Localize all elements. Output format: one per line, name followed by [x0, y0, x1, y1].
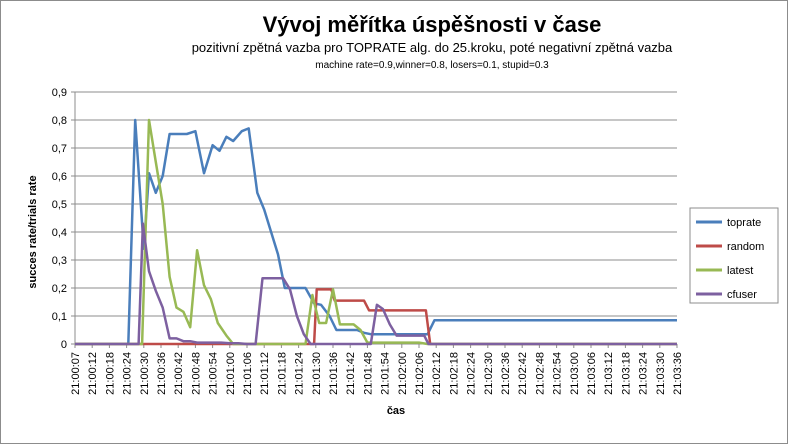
x-tick-label: 21:00:24	[122, 352, 134, 395]
y-tick-label: 0,4	[52, 227, 67, 239]
x-tick-label: 21:03:18	[620, 352, 632, 395]
x-tick-label: 21:01:36	[328, 352, 340, 395]
y-tick-label: 0	[61, 339, 67, 351]
legend-label-latest: latest	[727, 265, 753, 277]
x-tick-label: 21:02:00	[397, 352, 409, 395]
x-tick-label: 21:02:54	[552, 352, 564, 395]
x-tick-label: 21:00:12	[87, 352, 99, 395]
x-tick-label: 21:02:36	[500, 352, 512, 395]
x-axis-ticks: 21:00:07 21:00:12 21:00:18 21:00:24 21:00:30…	[70, 344, 684, 395]
x-tick-label: 21:01:42	[345, 352, 357, 395]
x-tick-label: 21:03:30	[655, 352, 667, 395]
x-tick-label: 21:02:18	[448, 352, 460, 395]
series-line-cfuser	[75, 222, 677, 346]
y-tick-label: 0,6	[52, 171, 67, 183]
x-tick-label: 21:03:24	[638, 352, 650, 395]
x-tick-label: 21:02:48	[534, 352, 546, 395]
plot-area	[75, 118, 677, 346]
y-tick-label: 0,1	[52, 311, 67, 323]
y-tick-label: 0,5	[52, 199, 67, 211]
x-tick-label: 21:00:30	[139, 352, 151, 395]
x-tick-label: 21:01:24	[294, 352, 306, 395]
x-tick-label: 21:01:30	[311, 352, 323, 395]
y-tick-label: 0,2	[52, 283, 67, 295]
y-axis-ticks: 0 0,1 0,2 0,3 0,4 0,5 0,6 0,7 0,8 0,9	[52, 87, 76, 351]
x-tick-label: 21:00:42	[173, 352, 185, 395]
x-tick-label: 21:01:48	[362, 352, 374, 395]
x-tick-label: 21:03:06	[586, 352, 598, 395]
chart-subtitle: pozitivní zpětná vazba pro TOPRATE alg. …	[192, 40, 673, 55]
x-tick-label: 21:00:18	[104, 352, 116, 395]
x-tick-label: 21:02:30	[483, 352, 495, 395]
x-tick-label: 21:00:48	[190, 352, 202, 395]
legend-label-toprate: toprate	[727, 217, 761, 229]
y-tick-label: 0,3	[52, 255, 67, 267]
series-line-latest	[75, 118, 677, 346]
x-tick-label: 21:02:42	[517, 352, 529, 395]
y-axis-label: succes rate/trials rate	[27, 175, 39, 288]
x-tick-label: 21:01:00	[225, 352, 237, 395]
x-tick-label: 21:03:00	[569, 352, 581, 395]
legend: toprate random latest cfuser	[689, 207, 779, 304]
x-tick-label: 21:02:12	[431, 352, 443, 395]
x-tick-label: 21:02:24	[466, 352, 478, 395]
x-tick-label: 21:01:06	[242, 352, 254, 395]
x-tick-label: 21:01:54	[380, 352, 392, 395]
x-tick-label: 21:01:12	[259, 352, 271, 395]
x-tick-label: 21:01:18	[276, 352, 288, 395]
chart-parameters: machine rate=0.9,winner=0.8, losers=0.1,…	[315, 60, 549, 71]
legend-label-cfuser: cfuser	[727, 289, 757, 301]
x-tick-label: 21:03:12	[603, 352, 615, 395]
x-tick-label: 21:00:07	[70, 352, 82, 395]
x-tick-label: 21:00:54	[208, 352, 220, 395]
x-tick-label: 21:00:36	[156, 352, 168, 395]
y-tick-label: 0,9	[52, 87, 67, 99]
chart-title: Vývoj měřítka úspěšnosti v čase	[263, 12, 602, 37]
x-tick-label: 21:03:36	[672, 352, 684, 395]
y-tick-label: 0,7	[52, 143, 67, 155]
y-tick-label: 0,8	[52, 115, 67, 127]
legend-label-random: random	[727, 241, 764, 253]
x-axis-label: čas	[387, 405, 405, 417]
series-line-toprate	[75, 118, 677, 346]
x-tick-label: 21:02:06	[414, 352, 426, 395]
legend-box	[689, 207, 779, 304]
